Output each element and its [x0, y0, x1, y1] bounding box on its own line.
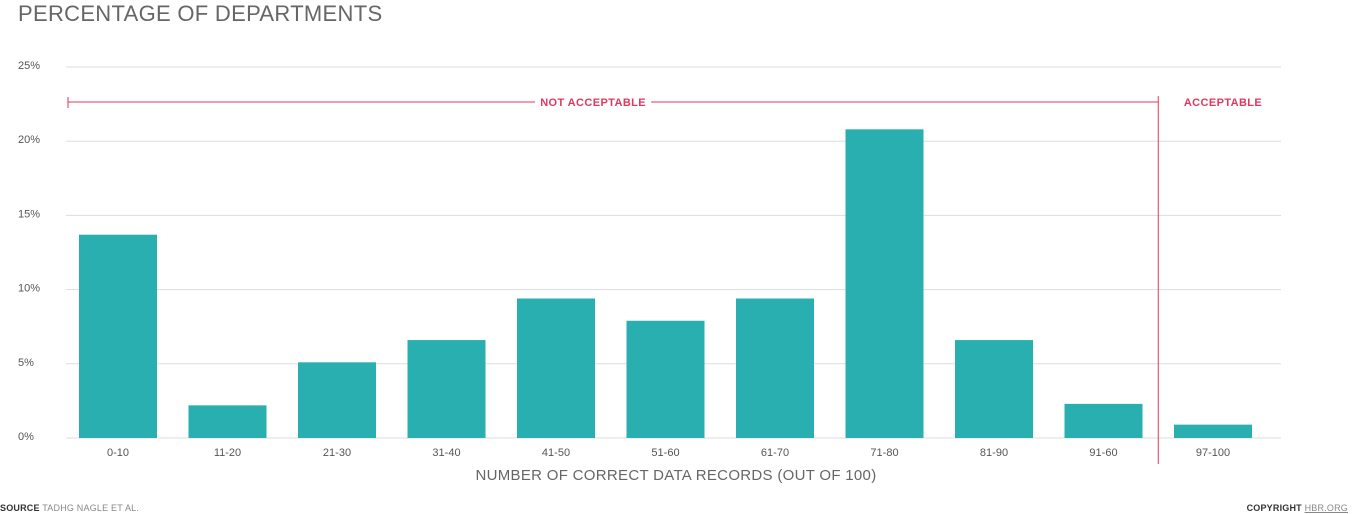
bar — [407, 340, 486, 438]
x-tick-label: 21-30 — [323, 447, 351, 459]
y-axis-ticks: 0% 5% 10% 15% 20% 25% — [18, 60, 40, 443]
y-tick-label: 15% — [18, 208, 40, 220]
x-tick-label: 97-100 — [1196, 447, 1230, 459]
x-tick-label: 61-70 — [761, 447, 789, 459]
x-tick-label: 0-10 — [107, 447, 129, 459]
bar — [79, 234, 157, 438]
bar — [1064, 403, 1143, 438]
bar — [188, 405, 267, 438]
bar — [517, 298, 595, 438]
x-axis-title: NUMBER OF CORRECT DATA RECORDS (OUT OF 1… — [475, 467, 877, 484]
y-tick-label: 0% — [18, 431, 34, 443]
x-tick-label: 51-60 — [651, 447, 679, 459]
source-note: SOURCE TADHG NAGLE ET AL. — [0, 503, 139, 513]
source-label: SOURCE — [0, 503, 40, 513]
bar — [626, 320, 705, 438]
x-tick-label: 81-90 — [980, 447, 1008, 459]
x-tick-label: 71-80 — [870, 447, 898, 459]
y-axis-title: PERCENTAGE OF DEPARTMENTS — [18, 1, 383, 26]
copyright-note: COPYRIGHT HBR.ORG — [1247, 503, 1348, 513]
y-tick-label: 10% — [18, 283, 40, 295]
bar — [1174, 424, 1252, 438]
acceptable-label: ACCEPTABLE — [1184, 97, 1262, 109]
copyright-label: COPYRIGHT — [1246, 503, 1302, 513]
bar — [298, 362, 376, 438]
x-tick-label: 91-60 — [1089, 447, 1117, 459]
y-tick-label: 20% — [18, 134, 40, 146]
source-text: TADHG NAGLE ET AL. — [42, 503, 140, 513]
x-axis-ticks: 0-10 11-20 21-30 31-40 41-50 51-60 61-70 71-80 8… — [107, 447, 1230, 459]
bar — [736, 298, 814, 438]
x-tick-label: 31-40 — [432, 447, 460, 459]
y-tick-label: 5% — [18, 357, 34, 369]
hbr-link[interactable]: HBR.ORG — [1304, 503, 1348, 513]
bars — [79, 129, 1252, 438]
bar — [845, 129, 924, 438]
acceptance-annotations: NOT ACCEPTABLE ACCEPTABLE — [67, 96, 1262, 464]
x-tick-label: 11-20 — [214, 447, 241, 459]
y-tick-label: 25% — [18, 60, 40, 72]
bar — [955, 340, 1033, 438]
x-tick-label: 41-50 — [542, 447, 570, 459]
not-acceptable-label: NOT ACCEPTABLE — [540, 97, 646, 109]
